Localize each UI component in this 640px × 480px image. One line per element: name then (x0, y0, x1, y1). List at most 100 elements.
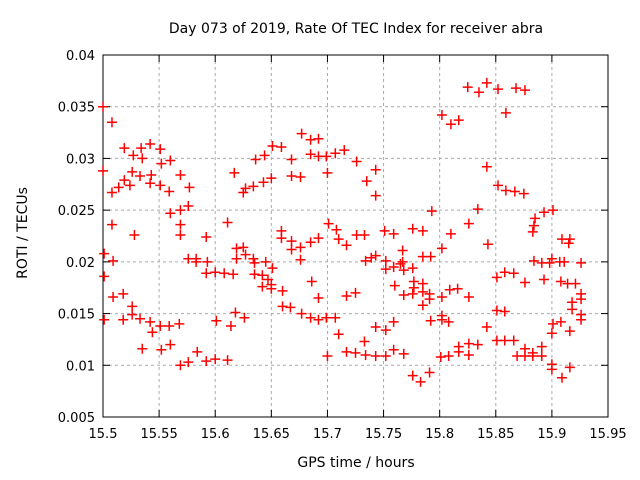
data-point-marker (436, 314, 447, 325)
data-point-marker (499, 267, 510, 278)
x-tick-label: 15.5 (89, 427, 118, 442)
data-point-marker (257, 270, 268, 281)
data-point-marker (175, 205, 186, 216)
x-tick-label: 15.95 (589, 427, 626, 442)
data-point-marker (225, 320, 236, 331)
data-point-marker (118, 288, 129, 299)
data-point-marker (350, 347, 361, 358)
data-point-marker (436, 292, 447, 303)
data-point-marker (370, 322, 381, 333)
data-point-marker (295, 254, 306, 265)
data-point-marker (145, 138, 156, 149)
data-point-marker (330, 148, 341, 159)
data-point-marker (286, 244, 297, 255)
data-point-marker (192, 346, 203, 357)
data-point-marker (219, 268, 230, 279)
data-point-marker (228, 269, 239, 280)
data-point-marker (380, 350, 391, 361)
data-point-marker (156, 344, 167, 355)
data-point-marker (508, 335, 519, 346)
data-point-marker (397, 256, 408, 267)
data-point-marker (306, 276, 317, 287)
data-point-marker (296, 308, 307, 319)
data-point-marker (415, 376, 426, 387)
data-point-marker (145, 178, 156, 189)
data-point-marker (425, 251, 436, 262)
data-point-marker (313, 293, 324, 304)
data-point-marker (398, 265, 409, 276)
data-point-marker (510, 83, 521, 94)
data-point-marker (321, 312, 332, 323)
data-point-marker (229, 167, 240, 178)
data-point-marker (463, 218, 474, 229)
data-point-marker (322, 350, 333, 361)
data-point-marker (499, 306, 510, 317)
data-point-marker (128, 150, 139, 161)
data-point-marker (546, 253, 557, 264)
data-point-marker (155, 144, 166, 155)
data-point-marker (174, 318, 185, 329)
data-point-marker (527, 226, 538, 237)
data-point-marker (360, 349, 371, 360)
data-point-marker (248, 181, 259, 192)
data-point-marker (417, 300, 428, 311)
data-point-marker (407, 370, 418, 381)
data-point-marker (127, 309, 138, 320)
data-point-marker (99, 271, 110, 282)
data-point-marker (175, 360, 186, 371)
x-tick-label: 15.55 (141, 427, 178, 442)
data-point-marker (145, 316, 156, 327)
data-point-marker (156, 158, 167, 169)
data-point-marker (137, 343, 148, 354)
data-point-marker (98, 101, 108, 112)
data-point-marker (108, 292, 119, 303)
data-point-marker (388, 344, 399, 355)
data-point-marker (267, 263, 278, 274)
data-point-marker (106, 219, 117, 230)
tick-layer: 15.5 15.55 15.6 15.65 15.7 15.75 15.8 15.85 15.9… (58, 49, 627, 442)
y-tick-label: 0.015 (58, 308, 95, 323)
data-point-marker (481, 77, 492, 88)
data-point-marker (398, 348, 409, 359)
y-tick-label: 0.03 (66, 152, 95, 167)
data-point-marker (175, 219, 186, 230)
data-point-marker (286, 171, 297, 182)
data-point-marker (388, 228, 399, 239)
data-point-marker (296, 128, 307, 139)
data-point-marker (360, 255, 371, 266)
data-point-marker (222, 217, 233, 228)
data-point-marker (341, 290, 352, 301)
data-point-marker (175, 229, 186, 240)
x-tick-label: 15.7 (313, 427, 342, 442)
data-point-marker (333, 329, 344, 340)
data-point-marker (321, 151, 332, 162)
chart-title: Day 073 of 2019, Rate Of TEC Index for r… (169, 21, 543, 37)
x-tick-label: 15.9 (537, 427, 566, 442)
data-point-marker (277, 285, 288, 296)
data-point-marker (408, 282, 419, 293)
x-tick-label: 15.65 (253, 427, 290, 442)
data-point-marker (99, 248, 110, 259)
data-point-marker (519, 277, 530, 288)
data-point-marker (426, 206, 437, 217)
data-point-marker (555, 316, 566, 327)
data-point-marker (313, 133, 324, 144)
data-point-marker (453, 341, 464, 352)
data-point-marker (305, 237, 316, 248)
data-point-marker (305, 312, 316, 323)
data-point-marker (518, 188, 529, 199)
data-point-marker (113, 182, 124, 193)
data-point-marker (285, 302, 296, 313)
data-point-marker (305, 149, 316, 160)
data-point-marker (528, 255, 539, 266)
data-point-marker (313, 233, 324, 244)
data-point-marker (175, 169, 186, 180)
data-point-marker (295, 242, 306, 253)
data-point-marker (527, 350, 538, 361)
data-point-marker (108, 255, 119, 266)
data-point-marker (305, 134, 316, 145)
x-tick-label: 15.6 (201, 427, 230, 442)
y-axis-label: ROTI / TECUs (15, 187, 31, 279)
data-point-marker (339, 145, 350, 156)
